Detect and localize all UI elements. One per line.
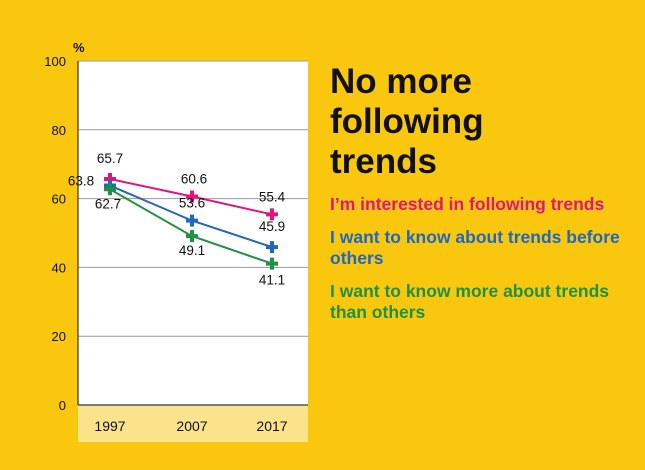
data-label: 62.7 (95, 196, 121, 211)
chart-title: No more following trends (330, 62, 484, 181)
data-point-marker (186, 214, 198, 227)
legend-item-2: I want to know about trends before other… (330, 227, 620, 268)
series-1: 65.7 60.6 55.4 (97, 151, 286, 221)
data-point-marker (104, 172, 116, 185)
y-tick-label: 0 (59, 398, 66, 413)
y-tick-labels: 0 20 40 60 80 100 (44, 54, 66, 413)
x-tick-label: 2017 (256, 418, 287, 434)
y-tick-label: 60 (52, 192, 66, 207)
series-3: 62.7 49.1 41.1 (95, 183, 285, 288)
x-axis-band (78, 405, 308, 442)
y-tick-label: 100 (44, 54, 66, 69)
series-2: 63.8 53.6 45.9 (68, 174, 285, 254)
data-point-marker (266, 241, 278, 254)
y-tick-label: 40 (52, 260, 66, 275)
y-axis-unit: % (73, 40, 85, 55)
x-tick-label: 1997 (94, 418, 125, 434)
y-tick-label: 20 (52, 329, 66, 344)
x-tick-labels: 1997 2007 2017 (94, 418, 287, 434)
data-label: 49.1 (179, 243, 205, 258)
data-point-marker (266, 208, 278, 221)
data-label: 63.8 (68, 174, 94, 189)
data-point-marker (186, 230, 198, 243)
data-label: 53.6 (179, 196, 205, 211)
legend-item-1: I’m interested in following trends (330, 194, 605, 214)
data-point-marker (266, 257, 278, 270)
x-tick-label: 2007 (176, 418, 207, 434)
series-group: 65.7 60.6 55.4 63.8 53.6 45.9 62.7 49.1 41.1 (68, 151, 286, 288)
y-tick-label: 80 (52, 123, 66, 138)
data-label: 65.7 (97, 151, 123, 166)
data-label: 55.4 (259, 189, 286, 204)
legend-item-3: I want to know more about trends than ot… (330, 281, 610, 322)
data-point-marker (104, 183, 116, 196)
data-point-marker (186, 190, 198, 203)
data-label: 45.9 (259, 219, 285, 234)
data-label: 41.1 (259, 273, 285, 288)
data-label: 60.6 (181, 172, 207, 187)
legend: I’m interested in following trends I want… (330, 194, 635, 335)
